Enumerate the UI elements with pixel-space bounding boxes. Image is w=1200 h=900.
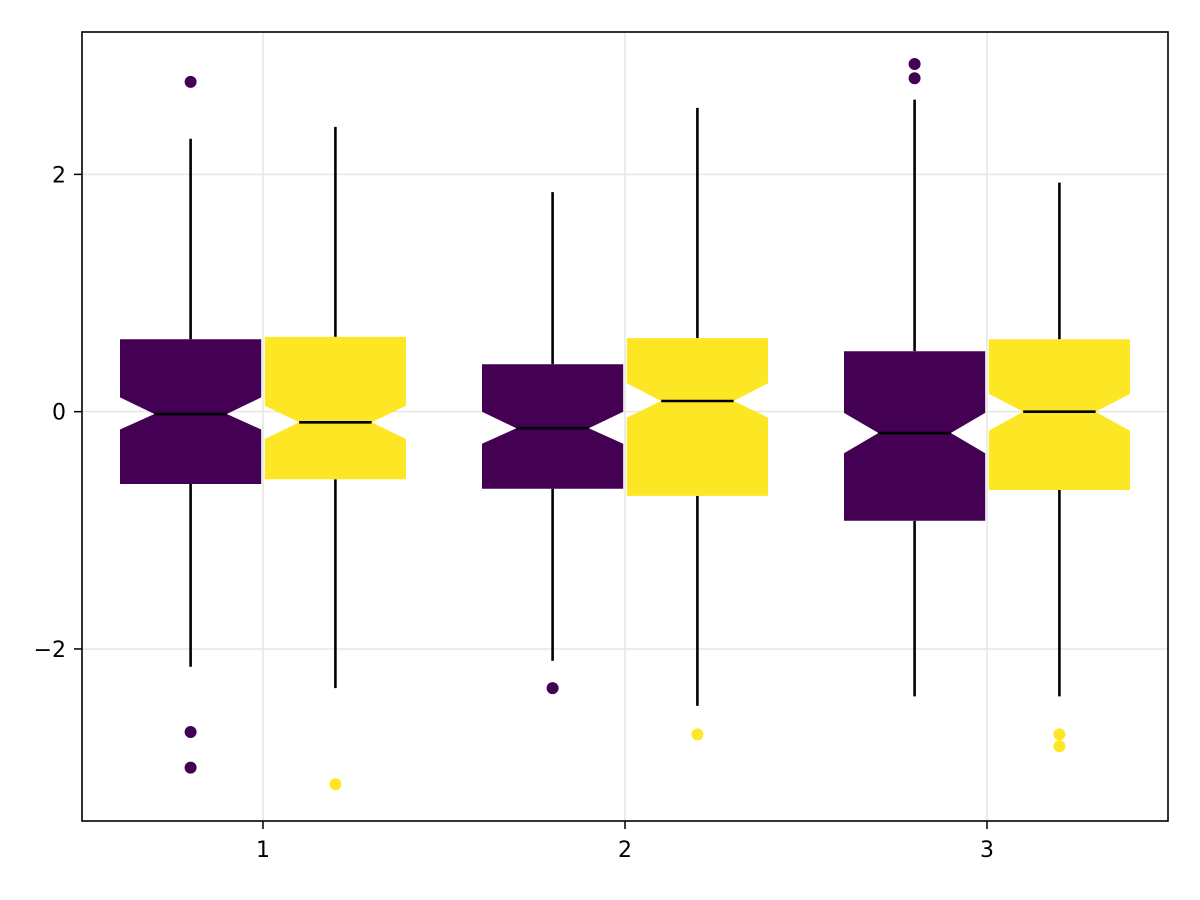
x-tick-label: 1 [256, 838, 270, 863]
y-tick-label: 0 [52, 401, 66, 426]
outlier-point [1053, 740, 1066, 753]
gridlines [82, 32, 1168, 821]
box-series1-cat1 [120, 75, 262, 774]
x-tick-label: 2 [618, 838, 632, 863]
notched-box [120, 339, 262, 484]
box-series2-cat1 [264, 126, 406, 791]
outlier-point [184, 761, 197, 774]
box-series1-cat2 [482, 192, 624, 695]
outlier-point [329, 778, 342, 791]
y-tick-label: 2 [52, 163, 66, 188]
y-tick-label: −2 [34, 638, 66, 663]
notched-box [844, 351, 986, 521]
outlier-point [184, 726, 197, 739]
outlier-point [184, 75, 197, 88]
outlier-point [691, 728, 704, 741]
outlier-point [908, 72, 921, 85]
notched-box [988, 339, 1130, 490]
boxplot-series [120, 58, 1130, 791]
notched-box [482, 364, 624, 489]
outlier-point [908, 58, 921, 71]
axes: 1 2 3 −2 0 2 [34, 163, 994, 863]
box-series2-cat2 [626, 107, 768, 741]
box-series1-cat3 [844, 58, 986, 697]
outlier-point [546, 682, 559, 695]
x-tick-label: 3 [980, 838, 994, 863]
notched-box [626, 338, 768, 496]
notched-box [264, 336, 406, 480]
box-series2-cat3 [988, 182, 1130, 753]
outlier-point [1053, 728, 1066, 741]
